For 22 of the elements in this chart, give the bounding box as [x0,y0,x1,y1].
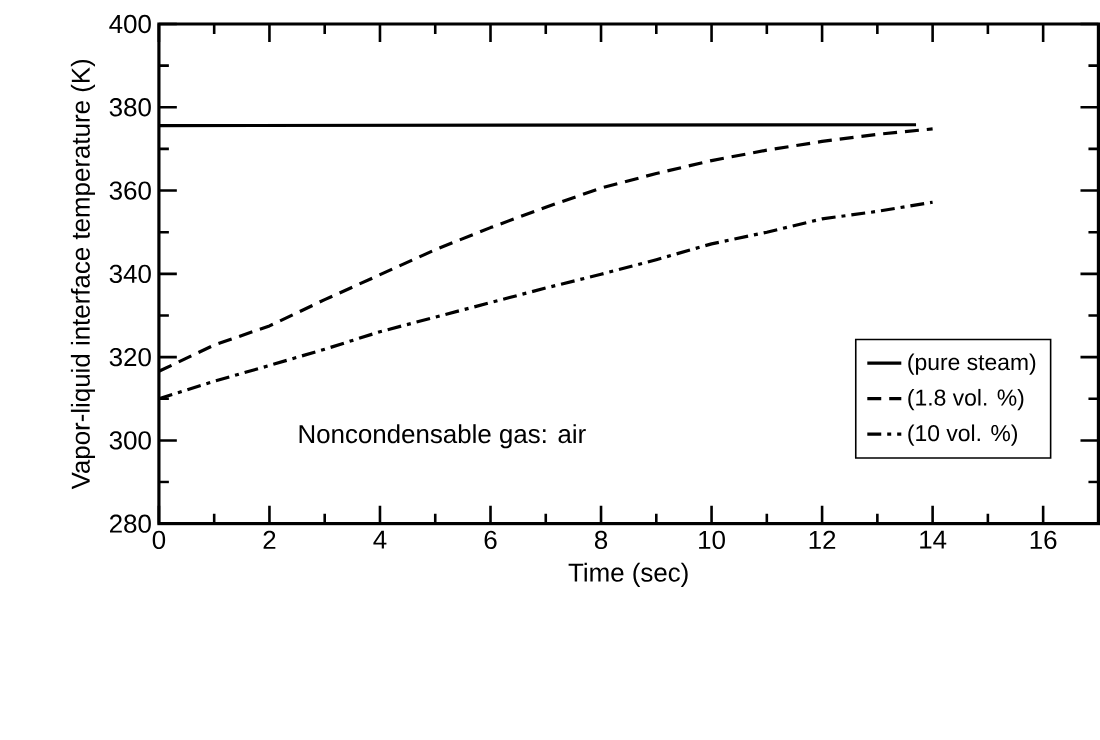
y-tick-label: 360 [109,181,151,200]
y-axis-title: Vapor-liquid interface temperature (K) [70,60,96,490]
x-tick-label: 4 [373,530,387,549]
legend-label: (10 vol. %) [908,424,1018,446]
y-tick-label: 280 [110,514,151,534]
x-tick-label: 2 [263,530,276,550]
y-tick-label: 400 [109,15,151,34]
annotation: Noncondensable gas: air [299,424,586,449]
x-tick-label: 12 [809,530,836,550]
x-axis-title: Time (sec) [568,562,688,588]
x-tick-label: 8 [594,530,608,550]
x-tick-label: 10 [699,530,725,550]
legend-label: (1.8 vol. %) [908,389,1024,411]
x-tick-label: 6 [484,530,497,550]
y-tick-label: 340 [109,264,151,284]
x-tick-label: 0 [152,530,166,550]
x-tick-label: 14 [920,530,947,549]
y-tick-label: 300 [109,431,151,450]
y-tick-label: 320 [109,348,151,367]
y-tick-label: 380 [109,98,151,117]
x-tick-label: 16 [1030,530,1057,550]
legend-label: (pure steam) [908,353,1036,375]
